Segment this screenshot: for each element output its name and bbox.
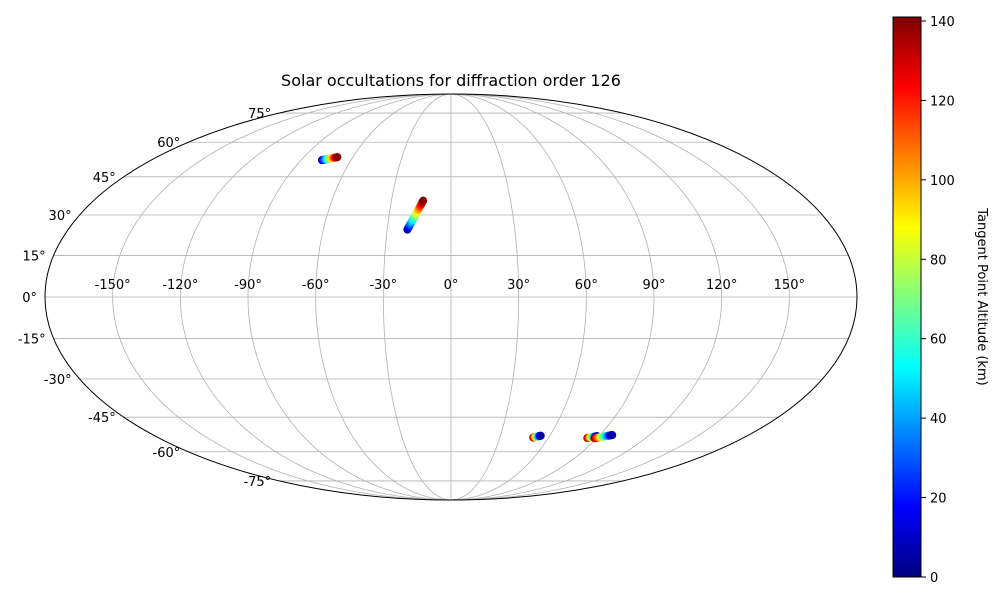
longitude-gridline [450,94,587,500]
longitude-tick-label: -120° [162,278,198,293]
longitude-gridline [112,94,452,500]
longitude-gridline [247,94,452,500]
longitude-tick-label: 30° [507,278,530,293]
data-point [419,196,428,205]
colorbar-tick-label: 140 [930,15,955,30]
data-point [536,431,545,440]
latitude-tick-label: 60° [157,136,180,151]
longitude-tick-label: 120° [706,278,737,293]
longitude-gridline [450,94,723,500]
map-grid [45,94,857,500]
latitude-tick-label: -15° [18,333,46,348]
data-point [608,431,617,440]
colorbar-tick-label: 40 [930,412,947,427]
latitude-tick-label: 30° [49,209,72,224]
longitude-gridline [179,94,452,500]
colorbar-ticks: 0 20 40 60 80 100 120 140 [921,15,955,586]
latitude-tick-labels: -75° -60° -45° -30° -15° 0° 15° 30° 45° 60° 75° [18,107,271,490]
colorbar [892,16,922,578]
occultation-points [317,153,617,443]
longitude-tick-label: 60° [575,278,598,293]
colorbar-tick-label: 20 [930,492,947,507]
longitude-gridline [315,94,452,500]
latitude-tick-label: -45° [88,411,116,426]
latitude-tick-label: 0° [22,291,37,306]
chart-title: Solar occultations for diffraction order… [281,71,621,90]
colorbar-tick-label: 100 [930,174,955,189]
latitude-tick-label: 75° [248,107,271,122]
longitude-tick-label: 150° [774,278,805,293]
longitude-tick-label: -30° [369,278,397,293]
longitude-gridline [450,94,520,500]
longitude-gridline [450,94,790,500]
latitude-tick-label: -75° [243,475,271,490]
colorbar-tick-label: 80 [930,253,947,268]
latitude-tick-label: -30° [44,373,72,388]
data-point [333,153,342,162]
colorbar-tick-label: 0 [930,571,938,586]
longitude-tick-label: -150° [95,278,131,293]
longitude-tick-label: 0° [444,278,459,293]
colorbar-tick-label: 60 [930,333,947,348]
colorbar-label: Tangent Point Altitude (km) [974,207,989,385]
longitude-tick-label: -90° [234,278,262,293]
longitude-tick-labels: -150° -120° -90° -60° -30° 0° 30° 60° 90° 120° 150… [95,278,805,293]
latitude-tick-label: 45° [93,171,116,186]
longitude-gridline [382,94,452,500]
longitude-tick-label: 90° [642,278,665,293]
longitude-gridline [450,94,655,500]
map-boundary [44,93,858,501]
longitude-tick-label: -60° [302,278,330,293]
colorbar-tick-label: 120 [930,94,955,109]
latitude-tick-label: -60° [153,446,181,461]
latitude-tick-label: 15° [23,249,46,264]
